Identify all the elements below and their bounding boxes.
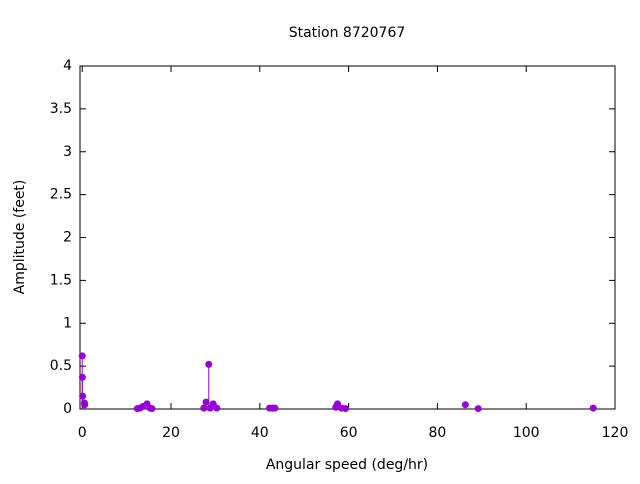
x-tick-label: 120 <box>602 425 629 441</box>
y-tick-label: 3 <box>63 144 72 160</box>
y-axis-label: Amplitude (feet) <box>12 180 28 295</box>
point <box>589 404 597 412</box>
point <box>474 405 482 413</box>
point <box>342 405 350 413</box>
y-tick-label: 0.5 <box>50 358 72 374</box>
point <box>78 373 86 381</box>
x-axis-label: Angular speed (deg/hr) <box>266 457 428 473</box>
point <box>148 405 156 413</box>
x-tick-label: 60 <box>340 425 358 441</box>
y-tick-label: 4 <box>63 58 72 74</box>
chart-title: Station 8720767 <box>289 25 406 41</box>
y-tick-label: 1 <box>63 315 72 331</box>
point <box>271 404 279 412</box>
point <box>461 401 469 409</box>
point <box>81 401 89 409</box>
x-tick-label: 40 <box>251 425 269 441</box>
x-tick-label: 100 <box>513 425 540 441</box>
plot-border <box>79 65 616 410</box>
point <box>205 360 213 368</box>
y-tick-label: 3.5 <box>50 101 72 117</box>
y-tick-label: 2.5 <box>50 187 72 203</box>
point <box>213 404 221 412</box>
y-tick-label: 0 <box>63 401 72 417</box>
x-tick-label: 0 <box>78 425 87 441</box>
point <box>202 398 210 406</box>
x-tick-label: 20 <box>162 425 180 441</box>
y-tick-label: 1.5 <box>50 272 72 288</box>
point <box>79 392 87 400</box>
point <box>78 352 86 360</box>
y-tick-label: 2 <box>63 230 72 246</box>
x-tick-label: 80 <box>428 425 446 441</box>
